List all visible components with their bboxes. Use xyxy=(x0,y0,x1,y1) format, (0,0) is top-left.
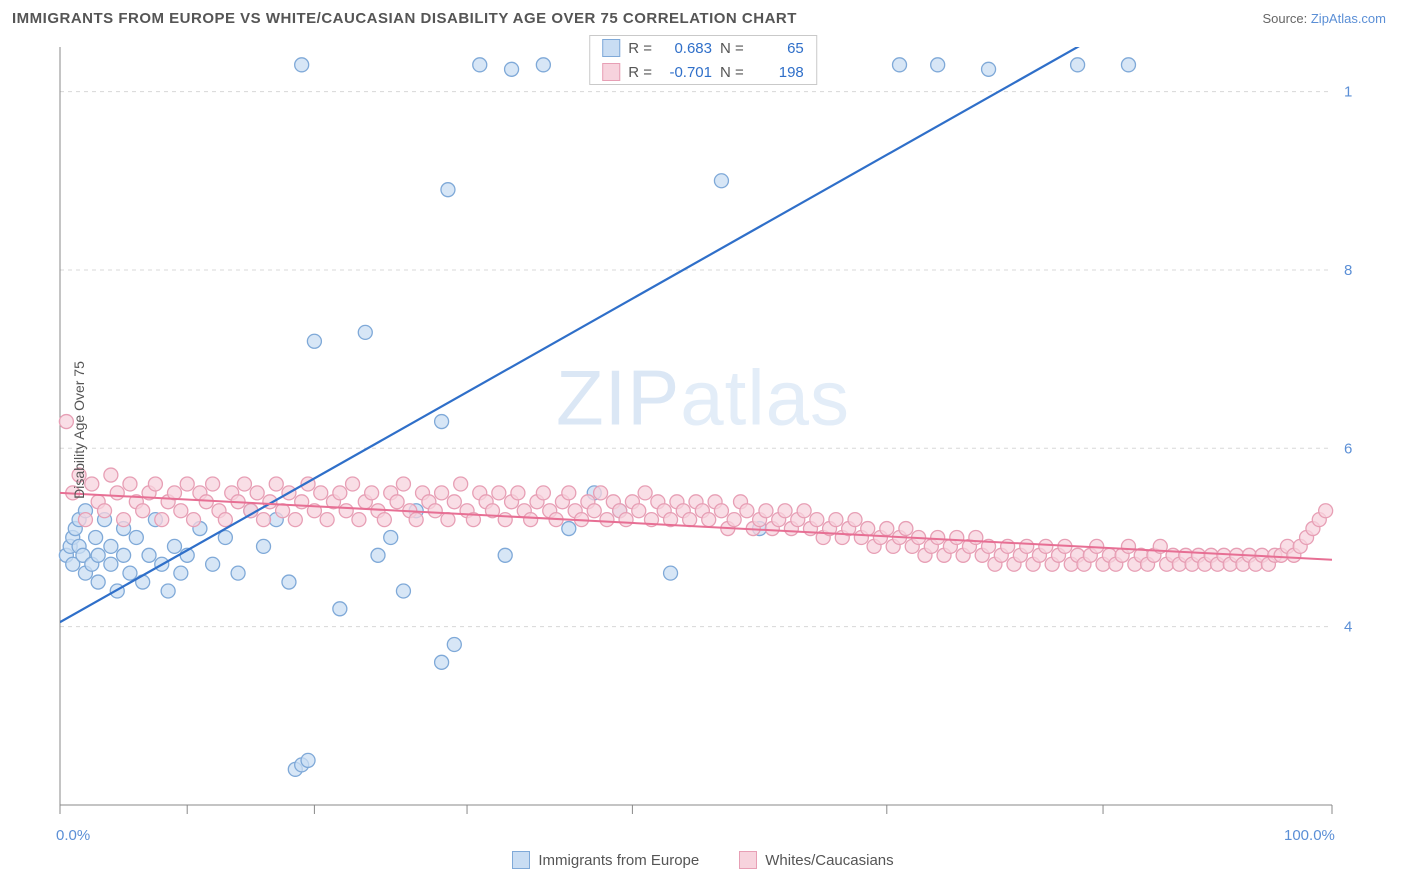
r-label: R = xyxy=(628,40,652,57)
swatch-icon xyxy=(739,851,757,869)
source-prefix: Source: xyxy=(1262,11,1310,26)
x-tick-max: 100.0% xyxy=(1284,827,1335,844)
legend-item-series1: Immigrants from Europe xyxy=(512,851,699,869)
chart-header: IMMIGRANTS FROM EUROPE VS WHITE/CAUCASIA… xyxy=(0,0,1406,35)
n-value: 198 xyxy=(752,64,804,81)
n-label: N = xyxy=(720,64,744,81)
swatch-icon xyxy=(602,63,620,81)
correlation-chart: 40.0% 60.0% 80.0% 100.0% xyxy=(12,35,1352,825)
svg-text:100.0%: 100.0% xyxy=(1344,84,1352,101)
svg-text:40.0%: 40.0% xyxy=(1344,619,1352,636)
chart-title: IMMIGRANTS FROM EUROPE VS WHITE/CAUCASIA… xyxy=(12,10,797,27)
svg-text:60.0%: 60.0% xyxy=(1344,440,1352,457)
stats-row-series2: R = -0.701 N = 198 xyxy=(590,60,816,84)
svg-text:80.0%: 80.0% xyxy=(1344,262,1352,279)
y-axis-label: Disability Age Over 75 xyxy=(71,361,87,499)
n-value: 65 xyxy=(752,40,804,57)
legend-label: Whites/Caucasians xyxy=(765,852,893,869)
swatch-icon xyxy=(512,851,530,869)
n-label: N = xyxy=(720,40,744,57)
source-attribution: Source: ZipAtlas.com xyxy=(1262,11,1386,26)
source-link[interactable]: ZipAtlas.com xyxy=(1311,11,1386,26)
x-tick-min: 0.0% xyxy=(56,827,90,844)
r-label: R = xyxy=(628,64,652,81)
legend-label: Immigrants from Europe xyxy=(538,852,699,869)
swatch-icon xyxy=(602,39,620,57)
r-value: -0.701 xyxy=(660,64,712,81)
x-axis-labels: 0.0% 100.0% xyxy=(0,825,1406,849)
r-value: 0.683 xyxy=(660,40,712,57)
stats-legend-box: R = 0.683 N = 65 R = -0.701 N = 198 xyxy=(589,35,817,85)
chart-container: Disability Age Over 75 40.0% 60.0% 80.0% 10… xyxy=(12,35,1394,825)
footer-legend: Immigrants from Europe Whites/Caucasians xyxy=(0,851,1406,869)
legend-item-series2: Whites/Caucasians xyxy=(739,851,893,869)
stats-row-series1: R = 0.683 N = 65 xyxy=(590,36,816,60)
